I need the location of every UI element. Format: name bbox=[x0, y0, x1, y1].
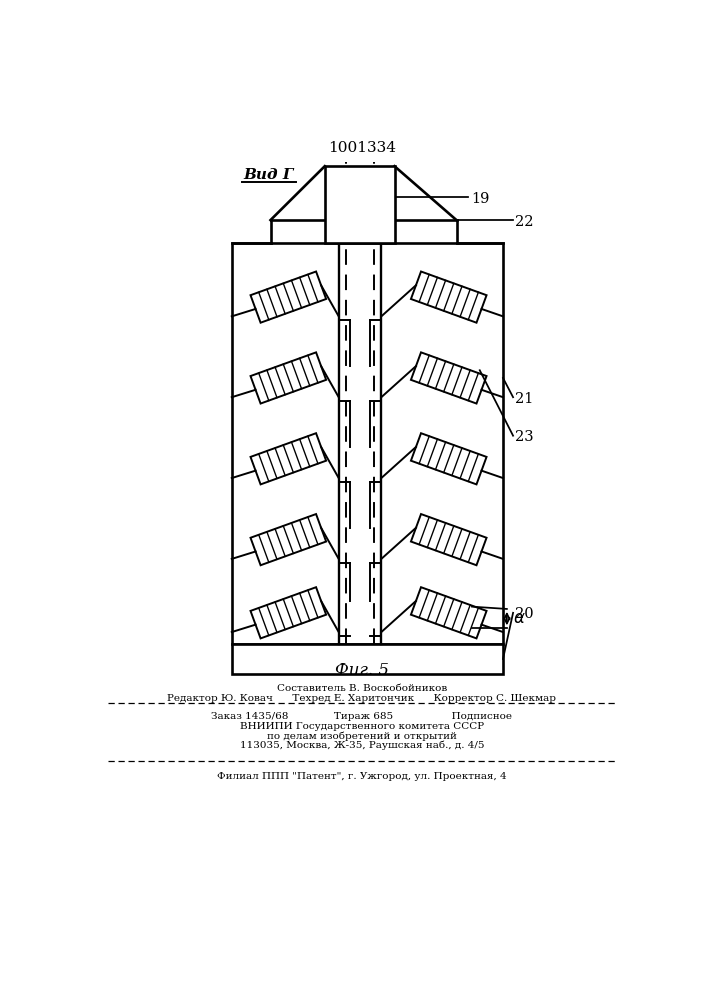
Bar bbox=[232, 243, 503, 644]
Polygon shape bbox=[411, 352, 486, 404]
Polygon shape bbox=[411, 433, 486, 484]
Text: $\alpha$: $\alpha$ bbox=[513, 610, 526, 627]
Text: 23: 23 bbox=[515, 430, 533, 444]
Text: 21: 21 bbox=[515, 392, 533, 406]
Text: 20: 20 bbox=[515, 607, 533, 621]
Text: 19: 19 bbox=[472, 192, 490, 206]
Polygon shape bbox=[411, 514, 486, 565]
Polygon shape bbox=[250, 433, 326, 484]
Text: Составитель В. Воскобойников: Составитель В. Воскобойников bbox=[277, 684, 447, 693]
Bar bbox=[232, 644, 503, 674]
Text: ВНИИПИ Государственного комитета СССР: ВНИИПИ Государственного комитета СССР bbox=[240, 722, 484, 731]
Text: по делам изобретений и открытий: по делам изобретений и открытий bbox=[267, 731, 457, 741]
Text: Вид Г: Вид Г bbox=[243, 168, 293, 182]
Polygon shape bbox=[250, 272, 326, 323]
Text: Фиг. 5: Фиг. 5 bbox=[335, 662, 389, 679]
Polygon shape bbox=[250, 587, 326, 638]
Text: 22: 22 bbox=[515, 215, 533, 229]
Text: Заказ 1435/68              Тираж 685                  Подписное: Заказ 1435/68 Тираж 685 Подписное bbox=[211, 712, 513, 721]
Bar bbox=[325, 166, 395, 243]
Text: 1001334: 1001334 bbox=[328, 141, 396, 155]
Text: 113035, Москва, Ж-35, Раушская наб., д. 4/5: 113035, Москва, Ж-35, Раушская наб., д. … bbox=[240, 740, 484, 750]
Text: Редактор Ю. Ковач      Техред Е. Харитончик      Корректор С. Шекмар: Редактор Ю. Ковач Техред Е. Харитончик К… bbox=[168, 694, 556, 703]
Polygon shape bbox=[250, 352, 326, 404]
Polygon shape bbox=[411, 587, 486, 638]
Text: Филиал ППП "Патент", г. Ужгород, ул. Проектная, 4: Филиал ППП "Патент", г. Ужгород, ул. Про… bbox=[217, 772, 507, 781]
Polygon shape bbox=[411, 272, 486, 323]
Polygon shape bbox=[250, 514, 326, 565]
